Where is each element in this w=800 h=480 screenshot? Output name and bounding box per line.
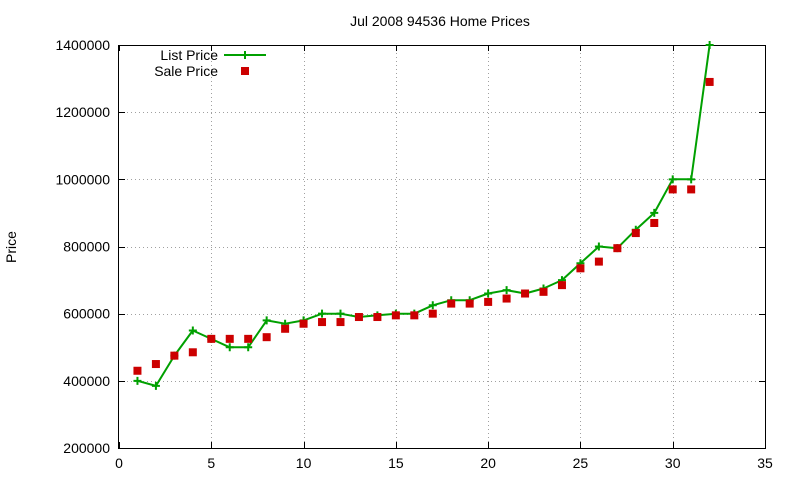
chart-title: Jul 2008 94536 Home Prices bbox=[350, 13, 530, 29]
sale-price-point bbox=[539, 287, 548, 296]
list-price-point bbox=[502, 286, 511, 295]
list-price-point bbox=[318, 309, 327, 318]
sale-price-point bbox=[650, 218, 659, 227]
list-price-point bbox=[705, 41, 714, 49]
sale-price-point bbox=[281, 324, 290, 333]
sale-price-point bbox=[447, 299, 456, 308]
list-price-point bbox=[428, 301, 437, 310]
series-layer bbox=[133, 41, 714, 390]
y-tick-label: 800000 bbox=[63, 239, 110, 255]
list-price-point bbox=[594, 242, 603, 251]
y-tick-label: 1200000 bbox=[55, 104, 110, 120]
sale-price-point bbox=[484, 297, 493, 306]
x-tick-label: 20 bbox=[480, 455, 496, 471]
sale-price-point bbox=[207, 334, 216, 343]
list-price-point bbox=[687, 175, 696, 184]
sale-price-point bbox=[151, 360, 160, 369]
list-price-point bbox=[668, 175, 677, 184]
sale-price-point bbox=[613, 244, 622, 253]
sale-price-point bbox=[318, 318, 327, 327]
list-price-point bbox=[244, 343, 253, 352]
x-tick-label: 35 bbox=[757, 455, 773, 471]
legend-plus-marker bbox=[241, 51, 249, 59]
list-price-point bbox=[650, 208, 659, 217]
list-price-point bbox=[336, 309, 345, 318]
sale-price-point bbox=[299, 319, 308, 328]
tick-labels: 0 5 10 15 20 25 30 35 200000 400000 600000 800000 10… bbox=[55, 37, 773, 471]
axis-ticks bbox=[119, 45, 766, 449]
list-price-point bbox=[151, 381, 160, 390]
y-tick-label: 1000000 bbox=[55, 171, 110, 187]
sale-price-point bbox=[373, 313, 382, 322]
sale-price-point bbox=[336, 318, 345, 327]
x-tick-label: 10 bbox=[296, 455, 312, 471]
sale-price-point bbox=[133, 366, 142, 375]
sale-price-point bbox=[188, 348, 197, 357]
sale-price-point bbox=[262, 333, 271, 342]
y-tick-label: 1400000 bbox=[55, 37, 110, 53]
sale-price-point bbox=[521, 289, 530, 298]
sale-price-point bbox=[244, 334, 253, 343]
sale-price-point bbox=[225, 334, 234, 343]
y-tick-label: 600000 bbox=[63, 306, 110, 322]
list-price-point bbox=[188, 326, 197, 335]
sale-price-point bbox=[705, 77, 714, 86]
x-tick-label: 30 bbox=[665, 455, 681, 471]
list-price-point bbox=[484, 289, 493, 298]
sale-price-point bbox=[391, 311, 400, 320]
y-tick-label: 200000 bbox=[63, 440, 110, 456]
list-price-point bbox=[262, 316, 271, 325]
list-price-point bbox=[133, 376, 142, 385]
list-price-point bbox=[225, 343, 234, 352]
x-tick-label: 25 bbox=[573, 455, 589, 471]
sale-price-point bbox=[354, 313, 363, 322]
sale-price-point bbox=[557, 281, 566, 290]
sale-price-point bbox=[576, 264, 585, 273]
legend-label: List Price bbox=[160, 47, 218, 63]
plot-frame bbox=[118, 45, 766, 449]
sale-price-point bbox=[631, 229, 640, 238]
y-axis-label: Price bbox=[3, 231, 19, 263]
legend-square-marker bbox=[241, 67, 249, 75]
sale-price-point bbox=[465, 299, 474, 308]
sale-price-point bbox=[502, 294, 511, 303]
legend-label: Sale Price bbox=[154, 63, 218, 79]
sale-price-point bbox=[170, 351, 179, 360]
sale-price-point bbox=[594, 257, 603, 266]
sale-price-point bbox=[428, 309, 437, 318]
y-tick-label: 400000 bbox=[63, 373, 110, 389]
x-tick-label: 0 bbox=[115, 455, 123, 471]
x-tick-label: 5 bbox=[207, 455, 215, 471]
sale-price-point bbox=[410, 311, 419, 320]
sale-price-point bbox=[668, 185, 677, 194]
x-tick-label: 15 bbox=[388, 455, 404, 471]
sale-price-point bbox=[687, 185, 696, 194]
